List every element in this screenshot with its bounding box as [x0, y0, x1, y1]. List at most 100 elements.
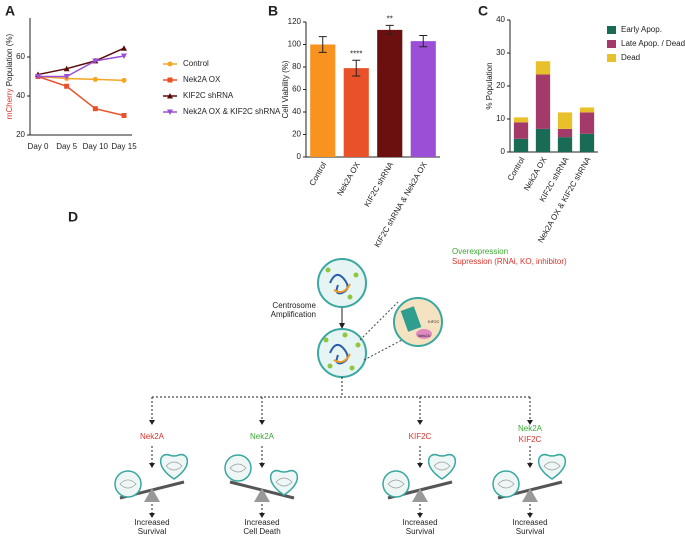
- cell: [269, 469, 299, 496]
- outcome-label: Increased: [244, 518, 279, 527]
- spindle: [433, 461, 451, 471]
- bar: [377, 29, 403, 157]
- arrow-head: [149, 420, 155, 425]
- bar-segment: [535, 128, 551, 152]
- point: [167, 109, 173, 115]
- point: [121, 77, 127, 83]
- fulcrum: [522, 488, 538, 502]
- legend-swatch: [607, 40, 616, 48]
- y-tick-label: 100: [288, 40, 302, 49]
- legend-overexpression: Overexpression: [452, 247, 508, 256]
- x-tick-label: Day 0: [28, 142, 49, 151]
- point: [64, 83, 70, 89]
- spindle: [387, 479, 405, 489]
- arrow-head: [527, 420, 533, 425]
- spindle: [165, 461, 183, 471]
- x-tick-label: KIF2C shRNA: [362, 160, 395, 209]
- spindle: [229, 463, 247, 473]
- significance: ****: [350, 49, 362, 58]
- point: [121, 53, 127, 60]
- panel-label: D: [68, 209, 78, 225]
- branch-label: Nek2A: [250, 432, 275, 441]
- panel-label: B: [268, 3, 278, 19]
- line: [38, 55, 125, 78]
- bar-segment: [535, 74, 551, 129]
- panel-label: A: [5, 3, 15, 19]
- cell: [159, 453, 189, 480]
- y-axis-label: Cell Viability (%): [281, 60, 290, 118]
- point: [167, 77, 173, 83]
- legend-label: Control: [183, 59, 209, 68]
- arrow-head: [417, 420, 423, 425]
- legend-label: Late Apop. / Dead: [621, 39, 685, 48]
- arrow-head: [417, 513, 423, 518]
- point: [63, 74, 70, 80]
- arrow-head: [527, 513, 533, 518]
- x-tick-label: Day 5: [56, 142, 77, 151]
- bar-segment: [513, 122, 529, 139]
- y-tick-label: 60: [292, 85, 301, 94]
- legend-swatch: [607, 54, 616, 62]
- outcome-label: Survival: [406, 527, 435, 536]
- y-tick-label: 20: [496, 81, 505, 90]
- point: [63, 65, 70, 72]
- point: [167, 93, 173, 99]
- line: [37, 75, 125, 117]
- fulcrum: [144, 488, 160, 502]
- branch-label: Nek2A: [518, 424, 543, 433]
- x-tick-label: Nek2A OX: [335, 160, 362, 197]
- arrow-head: [339, 323, 345, 329]
- spindle: [497, 479, 515, 489]
- outcome-label: Cell Death: [243, 527, 280, 536]
- arrow-head: [527, 463, 533, 468]
- y-tick-label: 10: [496, 114, 505, 123]
- arrow-head: [149, 513, 155, 518]
- y-axis-label-text: Cell Viability (%): [281, 60, 290, 118]
- line: [37, 47, 125, 76]
- y-axis-label: % Population: [485, 62, 494, 109]
- step-label: Amplification: [271, 310, 316, 319]
- branch-label: Nek2A: [140, 432, 165, 441]
- panel-label: C: [478, 3, 488, 19]
- bar-segment: [557, 137, 573, 152]
- point: [121, 113, 127, 118]
- spindle: [275, 477, 293, 487]
- arrow-head: [259, 513, 265, 518]
- y-tick-label: 0: [297, 152, 302, 161]
- spindle: [543, 461, 561, 471]
- x-tick-label: Control: [506, 155, 527, 182]
- zoom-line: [363, 339, 403, 361]
- cell: [224, 454, 252, 482]
- arrow-head: [417, 463, 423, 468]
- point: [35, 74, 41, 80]
- cell: [537, 453, 567, 480]
- y-tick-label: 80: [292, 62, 301, 71]
- cell: [317, 328, 367, 378]
- bar: [310, 44, 336, 157]
- outcome-label: Increased: [134, 518, 169, 527]
- y-tick-label: 60: [16, 52, 25, 61]
- y-tick-label: 40: [292, 107, 301, 116]
- point: [92, 106, 98, 112]
- y-axis-label-text: % Population: [485, 62, 494, 109]
- legend-label: Nek2A OX & KIF2C shRNA: [183, 107, 281, 116]
- outcome-label: Increased: [402, 518, 437, 527]
- bar-segment: [579, 133, 595, 152]
- chart: B 0 20 40 60 80 100 120 Cell Viability (%) Contro…: [268, 3, 440, 249]
- arrow-head: [149, 463, 155, 468]
- y-axis-label-text: Population (%): [5, 33, 14, 86]
- bar-segment: [513, 117, 529, 123]
- cell: [317, 258, 367, 308]
- line: [37, 75, 125, 82]
- y-tick-label: 20: [292, 130, 301, 139]
- bar-segment: [557, 112, 573, 129]
- outcome-label: Survival: [138, 527, 167, 536]
- outcome-label: Increased: [512, 518, 547, 527]
- point: [121, 45, 127, 51]
- legend-swatch: [607, 26, 616, 34]
- point: [92, 76, 98, 82]
- bar: [410, 41, 436, 157]
